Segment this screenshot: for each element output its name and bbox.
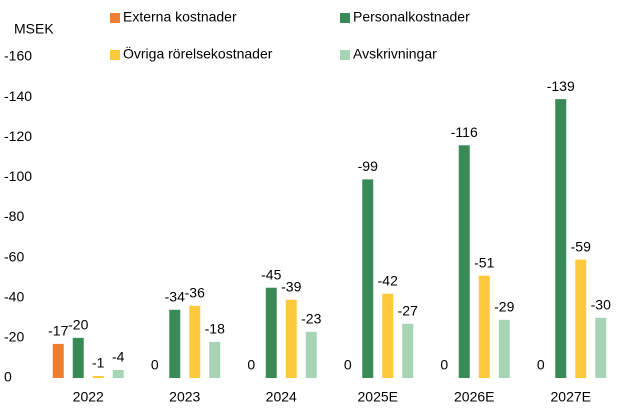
data-label: -1 — [92, 355, 105, 371]
bar — [92, 375, 104, 378]
data-label: -23 — [301, 311, 321, 327]
data-label: 0 — [151, 357, 159, 373]
legend-swatch — [110, 50, 120, 60]
bar — [265, 287, 277, 378]
x-tick-label: 2026E — [454, 389, 494, 405]
legend-swatch — [340, 13, 350, 23]
data-label: -51 — [474, 254, 494, 270]
bar — [72, 337, 84, 378]
legend-swatch — [110, 13, 120, 23]
data-label: -20 — [68, 317, 88, 333]
data-label: -30 — [591, 297, 611, 313]
x-tick-label: 2024 — [266, 389, 297, 405]
bar — [189, 305, 201, 378]
bar — [458, 145, 470, 378]
data-label: -42 — [378, 272, 398, 288]
y-tick-label: -40 — [4, 288, 24, 304]
y-axis-label: MSEK — [14, 21, 54, 37]
data-label: -39 — [281, 278, 301, 294]
y-tick-label: -60 — [4, 248, 24, 264]
data-label: -59 — [571, 238, 591, 254]
bar — [498, 319, 510, 378]
bar — [402, 323, 414, 378]
bar — [575, 259, 587, 378]
data-label: 0 — [537, 357, 545, 373]
data-label: -4 — [112, 349, 125, 365]
bar — [382, 293, 394, 378]
data-label: 0 — [440, 357, 448, 373]
data-label: -139 — [547, 78, 575, 94]
legend-label: Personalkostnader — [353, 9, 470, 25]
data-label: -99 — [358, 158, 378, 174]
data-label: -27 — [398, 303, 418, 319]
data-label: 0 — [247, 357, 255, 373]
data-label: -17 — [48, 323, 68, 339]
bar — [285, 299, 297, 378]
x-tick-label: 2022 — [73, 389, 104, 405]
data-label: -34 — [165, 288, 185, 304]
y-tick-label: -20 — [4, 329, 24, 345]
y-tick-label: -140 — [4, 88, 32, 104]
data-label: -18 — [205, 321, 225, 337]
bar — [595, 317, 607, 378]
legend-label: Övriga rörelsekostnader — [123, 45, 273, 62]
y-tick-label: -160 — [4, 48, 32, 64]
x-tick-label: 2027E — [551, 389, 591, 405]
bar — [305, 331, 317, 378]
data-label: -36 — [185, 284, 205, 300]
bar — [52, 343, 64, 378]
y-tick-label: -100 — [4, 168, 32, 184]
bar — [555, 99, 567, 378]
bar — [478, 275, 490, 378]
x-tick-label: 2025E — [358, 389, 398, 405]
y-tick-label: -120 — [4, 128, 32, 144]
y-tick-label: -80 — [4, 208, 24, 224]
data-label: -116 — [451, 124, 478, 140]
y-tick-label: 0 — [4, 369, 12, 385]
bar — [209, 341, 221, 378]
legend-label: Avskrivningar — [353, 46, 437, 62]
data-label: -29 — [494, 299, 514, 315]
bar — [169, 309, 181, 378]
bar — [112, 369, 124, 378]
legend-swatch — [340, 50, 350, 60]
data-label: -45 — [261, 266, 281, 282]
legend-label: Externa kostnader — [123, 9, 237, 25]
data-label: 0 — [344, 357, 352, 373]
x-tick-label: 2023 — [169, 389, 200, 405]
bar — [362, 179, 374, 378]
